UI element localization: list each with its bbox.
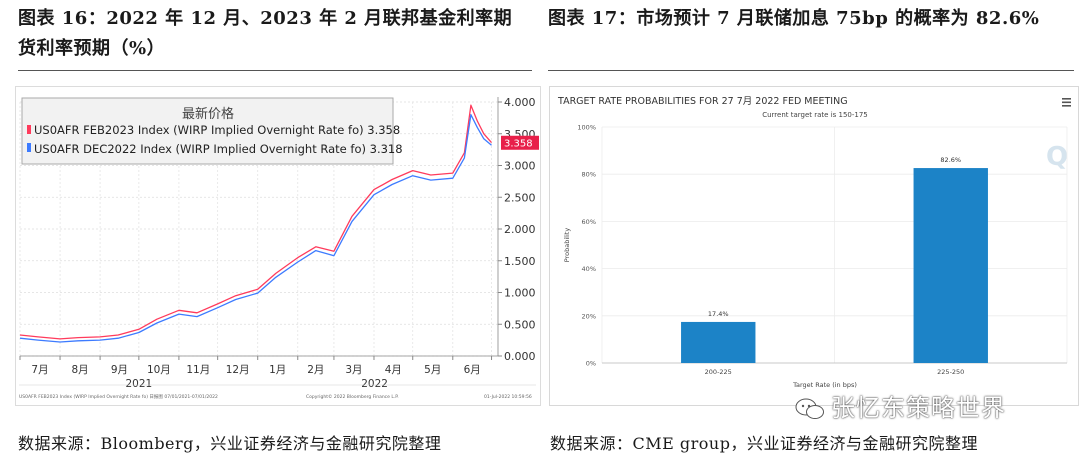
legend-swatch-feb2023 (27, 125, 31, 134)
footer-timestamp-text: 01-Jul-2022 10:59:56 (484, 394, 532, 400)
left-figure-title: 图表 16：2022 年 12 月、2023 年 2 月联邦基金利率期货利率预期… (18, 8, 513, 59)
y-tick-label: 0% (586, 360, 596, 368)
x-month-label: 11月 (186, 364, 210, 376)
right-source-note: 数据来源：CME group，兴业证券经济与金融研究院整理 (550, 434, 978, 453)
x-tick-label: 200-225 (705, 368, 732, 376)
left-source-note: 数据来源：Bloomberg，兴业证券经济与金融研究院整理 (18, 434, 442, 453)
last-value-text: 3.358 (504, 138, 533, 149)
right-figure-title: 图表 17：市场预计 7 月联储加息 75bp 的概率为 82.6% (548, 8, 1040, 29)
x-month-label: 3月 (345, 364, 362, 376)
fedwatch-bar-chart-panel: TARGET RATE PROBABILITIES FOR 27 7月 2022… (549, 86, 1079, 406)
y-tick-label: 4.000 (504, 96, 536, 109)
x-year-label: 2021 (125, 378, 152, 390)
x-month-label: 10月 (147, 364, 171, 376)
footer-left-text: US0AFR FEB2023 Index (WIRP Implied Overn… (19, 393, 218, 400)
cme-logo-letter: Q (1046, 142, 1068, 172)
left-title-rule (18, 70, 532, 71)
hamburger-menu-icon[interactable] (1062, 98, 1071, 107)
y-tick-label: 100% (577, 124, 596, 132)
y-tick-label: 20% (582, 312, 596, 320)
x-axis-label: Target Rate (in bps) (792, 381, 857, 389)
x-year-label: 2022 (361, 378, 388, 390)
series-line-dec2022 (19, 114, 492, 343)
bloomberg-line-chart: 0.0000.5001.0001.5002.0002.5003.0003.500… (19, 96, 539, 400)
chart-title: TARGET RATE PROBABILITIES FOR 27 7月 2022… (557, 96, 848, 107)
bar-data-label: 82.6% (940, 156, 961, 164)
series-line-feb2023 (19, 104, 492, 340)
x-month-label: 6月 (464, 364, 481, 376)
y-tick-label: 3.000 (504, 160, 536, 173)
y-tick-label: 2.500 (504, 191, 536, 204)
watermark-text: 张忆东策略世界 (831, 394, 1006, 422)
legend-box: 最新价格 US0AFR FEB2023 Index (WIRP Implied … (21, 97, 403, 165)
y-axis-label: Probability (563, 228, 571, 263)
last-value-marker: 3.358 (501, 135, 539, 150)
y-tick-label: 2.000 (504, 223, 536, 236)
right-title-rule (548, 70, 1074, 71)
y-tick-label: 0.500 (504, 318, 536, 331)
y-tick-label: 40% (582, 265, 596, 273)
x-month-label: 2月 (307, 364, 324, 376)
chart-subtitle: Current target rate is 150-175 (762, 111, 868, 119)
wechat-icon (795, 398, 824, 419)
watermark: 张忆东策略世界 (795, 388, 1006, 423)
bar-225-250[interactable] (913, 168, 988, 363)
fedwatch-bar-chart: TARGET RATE PROBABILITIES FOR 27 7月 2022… (557, 96, 1071, 389)
legend-entry-feb2023: US0AFR FEB2023 Index (WIRP Implied Overn… (34, 123, 400, 137)
legend-swatch-dec2022 (27, 143, 31, 152)
y-tick-label: 1.000 (504, 287, 536, 300)
x-month-label: 8月 (71, 364, 88, 376)
x-month-label: 5月 (424, 364, 441, 376)
x-month-label: 1月 (269, 364, 286, 376)
x-tick-label: 225-250 (937, 368, 964, 376)
footer-copyright-text: Copyright© 2022 Bloomberg Finance L.P. (306, 393, 399, 400)
bar-data-label: 17.4% (708, 310, 729, 318)
x-month-label: 9月 (111, 364, 128, 376)
x-month-label: 4月 (385, 364, 402, 376)
y-tick-label: 80% (582, 171, 596, 179)
y-tick-label: 1.500 (504, 255, 536, 268)
bloomberg-line-chart-panel: 0.000 0.500 1.000 1.500 2.000 2.500 3.000 3.500… (15, 86, 541, 406)
x-month-label: 12月 (226, 364, 250, 376)
legend-title: 最新价格 (182, 106, 234, 122)
bar-200-225[interactable] (681, 321, 756, 363)
x-month-label: 7月 (31, 364, 48, 376)
legend-entry-dec2022: US0AFR DEC2022 Index (WIRP Implied Overn… (34, 142, 403, 156)
y-tick-label: 0.000 (504, 350, 536, 363)
y-tick-label: 60% (582, 218, 596, 226)
